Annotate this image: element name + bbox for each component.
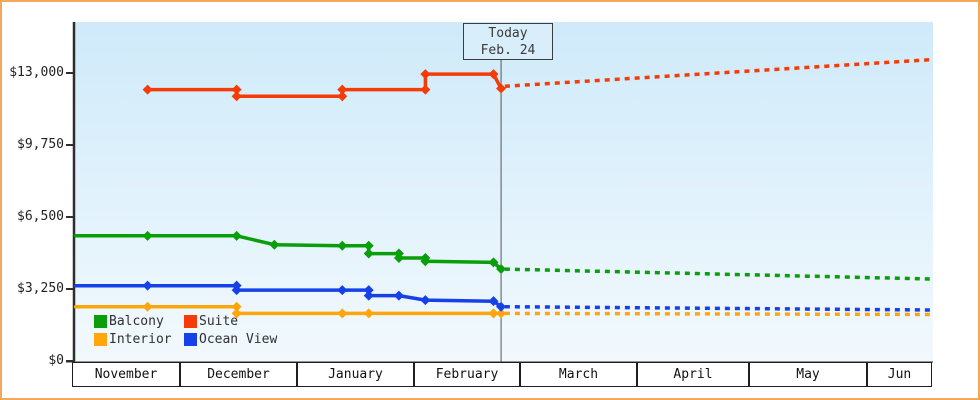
data-point-suite xyxy=(231,91,242,102)
today-annotation-line1: Today xyxy=(488,25,528,41)
forecast-line-ocean-view xyxy=(504,304,931,312)
data-point-interior xyxy=(496,308,507,319)
data-point-balcony xyxy=(393,252,404,263)
month-cell-april: April xyxy=(637,362,749,387)
today-annotation-line2: Feb. 24 xyxy=(480,42,536,58)
data-point-suite xyxy=(142,84,153,95)
legend-swatch-icon xyxy=(94,315,107,328)
legend-item-balcony: Balcony xyxy=(94,314,184,329)
data-point-interior xyxy=(488,308,499,319)
data-point-balcony xyxy=(231,230,242,241)
data-point-suite xyxy=(337,84,348,95)
month-cell-may: May xyxy=(749,362,867,387)
month-cell-march: March xyxy=(520,362,637,387)
data-point-balcony xyxy=(363,248,374,259)
legend-label: Balcony xyxy=(109,314,164,329)
forecast-line-interior xyxy=(504,311,931,317)
today-annotation: Today Feb. 24 xyxy=(463,23,553,60)
y-axis-tick-label: $3,250 xyxy=(17,281,64,296)
data-point-ocean-view xyxy=(496,301,507,312)
data-point-ocean-view xyxy=(231,285,242,296)
data-point-interior xyxy=(142,301,153,312)
y-axis-tick-label: $0 xyxy=(48,353,64,368)
data-point-suite xyxy=(420,69,431,80)
legend-label: Ocean View xyxy=(199,332,278,347)
data-point-balcony xyxy=(420,256,431,267)
plot-area xyxy=(75,22,933,362)
y-axis-tick-label: $6,500 xyxy=(17,209,64,224)
chart-legend: Balcony Suite Interior Ocean View xyxy=(94,314,277,347)
data-point-interior xyxy=(231,301,242,312)
data-point-balcony xyxy=(496,264,507,275)
data-point-ocean-view xyxy=(337,285,348,296)
data-point-suite xyxy=(420,84,431,95)
data-point-suite xyxy=(337,91,348,102)
month-cell-jun: Jun xyxy=(867,362,932,387)
data-point-ocean-view xyxy=(363,285,374,296)
legend-swatch-icon xyxy=(184,333,197,346)
data-point-ocean-view xyxy=(488,296,499,307)
forecast-line-suite xyxy=(504,57,931,89)
data-point-ocean-view xyxy=(142,280,153,291)
legend-item-suite: Suite xyxy=(184,314,277,329)
month-cell-december: December xyxy=(180,362,297,387)
price-line-interior xyxy=(73,304,503,316)
legend-swatch-icon xyxy=(94,333,107,346)
month-cell-january: January xyxy=(297,362,414,387)
data-point-suite xyxy=(496,83,507,94)
data-point-ocean-view xyxy=(420,295,431,306)
legend-label: Suite xyxy=(199,314,239,329)
data-point-interior xyxy=(363,308,374,319)
legend-item-interior: Interior xyxy=(94,332,184,347)
data-point-balcony xyxy=(363,240,374,251)
y-axis-tick-label: $9,750 xyxy=(17,137,64,152)
data-point-balcony xyxy=(269,239,280,250)
y-axis-tick-label: $13,000 xyxy=(9,65,64,80)
data-point-balcony xyxy=(142,230,153,241)
month-cell-november: November xyxy=(72,362,180,387)
data-point-ocean-view xyxy=(393,290,404,301)
legend-label: Interior xyxy=(109,332,172,347)
data-point-suite xyxy=(488,69,499,80)
data-point-suite xyxy=(231,84,242,95)
legend-item-ocean-view: Ocean View xyxy=(184,332,277,347)
legend-swatch-icon xyxy=(184,315,197,328)
forecast-line-balcony xyxy=(504,267,931,281)
data-point-ocean-view xyxy=(363,290,374,301)
data-point-interior xyxy=(231,308,242,319)
data-point-interior xyxy=(337,308,348,319)
data-point-balcony xyxy=(488,257,499,268)
month-cell-february: February xyxy=(414,362,520,387)
data-point-balcony xyxy=(337,240,348,251)
